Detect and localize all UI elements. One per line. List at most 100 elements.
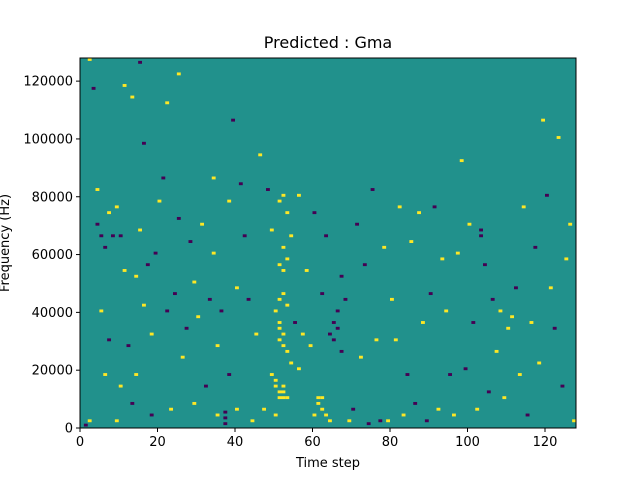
heatmap-cell	[351, 407, 356, 411]
heatmap-cell	[142, 141, 146, 145]
x-axis: 0 20 40 60 80 100 120	[76, 428, 558, 450]
y-axis: 0 20000 40000 60000 80000 100000 120000	[23, 75, 80, 437]
heatmap-cell	[432, 205, 437, 209]
heatmap-cell	[378, 419, 383, 423]
heatmap-cell	[242, 234, 247, 238]
heatmap-cell	[529, 321, 534, 324]
heatmap-cell	[289, 361, 294, 365]
heatmap-cell	[424, 419, 429, 423]
heatmap-cell	[463, 367, 468, 371]
heatmap-cell	[455, 251, 460, 255]
heatmap-cell	[479, 234, 484, 238]
heatmap-cell	[537, 361, 542, 365]
heatmap-cell	[87, 58, 92, 61]
heatmap-cell	[552, 326, 557, 330]
heatmap-cell	[448, 373, 453, 376]
heatmap-cell	[188, 240, 193, 243]
heatmap-cell	[281, 269, 286, 272]
heatmap-cell	[111, 234, 115, 238]
y-tick-label: 120000	[23, 75, 73, 90]
heatmap-cell	[277, 338, 282, 342]
heatmap-cell	[262, 407, 267, 411]
heatmap-cell	[490, 297, 495, 301]
heatmap-cell	[390, 297, 394, 301]
heatmap-cell	[122, 84, 127, 87]
heatmap-cell	[204, 384, 208, 388]
heatmap-cell	[300, 332, 305, 336]
heatmap-cell	[130, 401, 135, 405]
heatmap-cell	[219, 309, 224, 313]
heatmap-cell	[207, 297, 212, 301]
heatmap-cell	[413, 401, 418, 405]
heatmap-cell	[564, 257, 569, 261]
heatmap-cell	[467, 222, 472, 226]
heatmap-cell	[285, 211, 290, 215]
heatmap-cell	[506, 326, 511, 330]
x-tick-label: 0	[76, 435, 84, 450]
heatmap-cell	[258, 153, 263, 157]
x-tick-label: 120	[533, 435, 558, 450]
heatmap-cell	[428, 292, 433, 296]
heatmap-cell	[324, 234, 329, 238]
heatmap-cell	[355, 222, 360, 226]
heatmap-cell	[107, 211, 112, 215]
heatmap-cell	[285, 396, 290, 400]
heatmap-cell	[281, 344, 286, 348]
heatmap-cell	[246, 297, 251, 301]
heatmap-cell	[436, 407, 441, 411]
heatmap-cell	[440, 257, 445, 261]
heatmap-cell	[184, 326, 189, 330]
heatmap-cell	[362, 263, 367, 267]
heatmap-cell	[312, 211, 317, 215]
heatmap-cell	[374, 338, 379, 342]
heatmap-cell	[138, 228, 143, 232]
heatmap-cell	[176, 72, 181, 76]
heatmap-cell	[545, 193, 549, 197]
heatmap-cell	[130, 95, 135, 99]
heatmap-cell	[452, 413, 456, 417]
heatmap-cell	[459, 159, 464, 163]
heatmap-cell	[118, 234, 123, 238]
heatmap-cell	[370, 188, 375, 191]
heatmap-cell	[215, 344, 220, 348]
heatmap-cell	[343, 297, 348, 301]
x-tick-label: 100	[455, 435, 480, 450]
heatmap-cell	[285, 257, 290, 261]
heatmap-cell	[494, 349, 499, 353]
heatmap-cell	[417, 211, 422, 215]
heatmap-cell	[339, 349, 344, 353]
heatmap-cell	[114, 205, 119, 209]
heatmap-cell	[281, 390, 286, 394]
heatmap-cell	[316, 396, 321, 400]
heatmap-cell	[91, 86, 96, 90]
heatmap-cell	[273, 378, 278, 382]
heatmap-cell	[153, 251, 158, 255]
heatmap-cell	[483, 263, 487, 267]
heatmap-cell	[103, 373, 108, 376]
y-tick-label: 100000	[23, 132, 73, 147]
heatmap-cell	[192, 401, 197, 405]
heatmap-cell	[486, 390, 491, 394]
heatmap-cell	[145, 263, 150, 267]
heatmap-cell	[320, 292, 325, 296]
heatmap-cell	[149, 332, 154, 336]
heatmap-cell	[211, 251, 216, 255]
heatmap-cell	[254, 332, 259, 336]
heatmap-cell	[335, 309, 340, 313]
heatmap-cell	[339, 274, 344, 278]
heatmap-cell	[281, 396, 286, 400]
heatmap-cell	[479, 228, 484, 232]
heatmap-cell	[103, 245, 108, 249]
heatmap-cell	[266, 188, 270, 191]
heatmap-cell	[273, 384, 278, 388]
heatmap-plot-area	[79, 57, 577, 429]
heatmap-cell	[250, 419, 255, 423]
heatmap-cell	[359, 355, 363, 359]
heatmap-cell	[231, 118, 236, 122]
heatmap-cell	[87, 419, 92, 423]
heatmap-cell	[320, 396, 325, 400]
heatmap-cell	[192, 280, 197, 284]
heatmap-cell	[525, 413, 530, 417]
heatmap-cell	[517, 373, 522, 376]
